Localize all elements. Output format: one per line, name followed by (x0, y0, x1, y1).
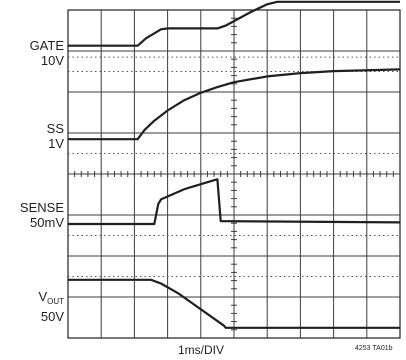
trace-gate (68, 0, 400, 47)
x-axis-label: 1ms/DIV (178, 343, 225, 357)
traces (68, 0, 401, 329)
channel-label-gate: GATE 10V (30, 38, 64, 68)
figure-id: 4253 TA01b (355, 345, 393, 352)
channel-label-vout: VOUT 50V (38, 289, 64, 324)
trace-sense (68, 178, 401, 226)
trace-v-out (68, 278, 400, 329)
reference-lines (68, 56, 400, 277)
grid (68, 10, 400, 338)
gate-name: GATE (29, 38, 64, 53)
vout-name-sub: OUT (47, 297, 64, 306)
channel-label-ss: SS 1V (47, 121, 64, 151)
gate-scale: 10V (40, 53, 64, 68)
ss-scale: 1V (48, 136, 64, 151)
vout-scale: 50V (40, 309, 64, 324)
vout-name-main: V (38, 289, 48, 304)
sense-name: SENSE (19, 200, 64, 215)
trace-ss (68, 68, 401, 141)
sense-scale: 50mV (30, 215, 64, 230)
ss-name: SS (46, 121, 64, 136)
channel-label-sense: SENSE 50mV (20, 200, 64, 230)
vout-name: VOUT (38, 289, 64, 309)
